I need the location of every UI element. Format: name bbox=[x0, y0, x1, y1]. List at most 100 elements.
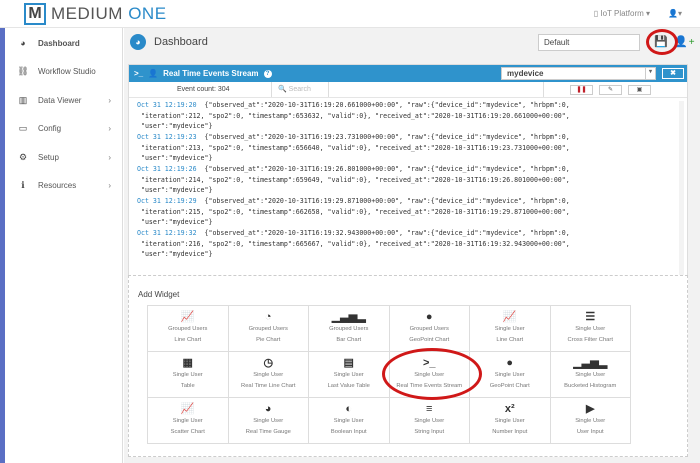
search-icon: 🔍 bbox=[278, 86, 287, 93]
widget-option-group: Single User bbox=[414, 418, 445, 424]
plus-icon: + bbox=[688, 37, 695, 48]
log-line: "user":"mydevice"} bbox=[137, 122, 213, 131]
log-entry: Oct 31 12:19:29 {"observed_at":"2020-10-… bbox=[137, 196, 677, 228]
widget-option-type: Line Chart bbox=[496, 337, 524, 343]
export-button[interactable]: ▣ bbox=[628, 85, 651, 95]
annotation-circle-widget bbox=[382, 348, 482, 400]
widget-option-single-user-cross-filter-chart[interactable]: ☰ Single User Cross Filter Chart bbox=[550, 306, 631, 352]
scrollbar[interactable] bbox=[679, 101, 684, 291]
user-menu[interactable]: 👤▾ bbox=[668, 9, 682, 18]
dashboard-select[interactable]: Default bbox=[538, 34, 640, 51]
close-widget-button[interactable]: ✖ bbox=[662, 68, 684, 79]
widget-option-grouped-users-geopoint-chart[interactable]: ● Grouped Users GeoPoint Chart bbox=[389, 306, 470, 352]
pause-button[interactable]: ❚❚ bbox=[570, 85, 593, 95]
project-icon: ▯ bbox=[593, 9, 601, 18]
log-entry: Oct 31 12:19:32 {"observed_at":"2020-10-… bbox=[137, 228, 677, 260]
clear-button[interactable]: ✎ bbox=[599, 85, 622, 95]
sidebar-item-label: Workflow Studio bbox=[38, 67, 96, 76]
sidebar-item-workflow-studio[interactable]: ⛓ Workflow Studio bbox=[5, 62, 123, 82]
tasks-icon: ☰ bbox=[585, 311, 596, 323]
brand-name-accent: ONE bbox=[128, 4, 167, 23]
line-chart-icon: 📈 bbox=[180, 403, 195, 415]
widget-option-type: User Input bbox=[576, 429, 604, 435]
widget-option-single-user-real-time-gauge[interactable]: ◕ Single User Real Time Gauge bbox=[228, 398, 309, 444]
bar-chart-icon: ▁▃▅▂ bbox=[573, 357, 608, 369]
superscript-icon: x² bbox=[504, 403, 515, 415]
sidebar-item-label: Resources bbox=[38, 181, 77, 190]
log-line: "iteration":216, "spo2":0, "timestamp":6… bbox=[137, 239, 570, 248]
widget-option-group: Grouped Users bbox=[329, 326, 369, 332]
log-line: "user":"mydevice"} bbox=[137, 186, 213, 195]
device-select[interactable]: mydevice ▾ bbox=[501, 67, 656, 80]
widget-option-grouped-users-line-chart[interactable]: 📈 Grouped Users Line Chart bbox=[148, 306, 229, 352]
widget-option-single-user-string-input[interactable]: ≡ Single User String Input bbox=[389, 398, 470, 444]
project-dropdown[interactable]: ▯ IoT Platform ▾ bbox=[593, 9, 651, 18]
log-timestamp: Oct 31 12:19:20 bbox=[137, 101, 197, 109]
widget-option-group: Single User bbox=[253, 372, 284, 378]
sidebar-item-config[interactable]: ▭ Config › bbox=[5, 119, 123, 139]
widget-option-type: String Input bbox=[414, 429, 445, 435]
info-icon: ℹ bbox=[21, 180, 25, 190]
widget-option-group: Single User bbox=[575, 326, 606, 332]
log-line: {"observed_at":"2020-10-31T16:19:29.8710… bbox=[204, 197, 570, 205]
event-log: Oct 31 12:19:20 {"observed_at":"2020-10-… bbox=[137, 100, 677, 288]
sitemap-icon: ⛓ bbox=[17, 66, 29, 76]
widget-option-single-user-bucketed-histogram[interactable]: ▁▃▅▂ Single User Bucketed Histogram bbox=[550, 352, 631, 398]
add-widget-title: Add Widget bbox=[138, 290, 180, 299]
sidebar-item-dashboard[interactable]: ◕ Dashboard bbox=[5, 33, 123, 53]
save-icon: ▣ bbox=[636, 87, 643, 93]
chevron-right-icon: › bbox=[108, 95, 111, 105]
globe-icon: ● bbox=[506, 357, 514, 369]
widget-option-single-user-geopoint-chart[interactable]: ● Single User GeoPoint Chart bbox=[470, 352, 551, 398]
widget-option-single-user-boolean-input[interactable]: ◐ Single User Boolean Input bbox=[309, 398, 390, 444]
widget-option-grouped-users-pie-chart[interactable]: ◔ Grouped Users Pie Chart bbox=[228, 306, 309, 352]
annotation-circle-save bbox=[646, 29, 678, 55]
widget-option-group: Single User bbox=[575, 372, 606, 378]
chevron-right-icon: › bbox=[108, 152, 111, 162]
gauge-icon: ◕ bbox=[264, 403, 272, 415]
widget-option-type: Scatter Chart bbox=[170, 429, 205, 435]
gears-icon: ⚙ bbox=[18, 151, 28, 162]
widget-option-type: Real Time Gauge bbox=[245, 429, 291, 435]
help-icon[interactable]: ? bbox=[263, 69, 272, 78]
table-icon: ▥ bbox=[18, 94, 28, 105]
chevron-right-icon: › bbox=[108, 124, 111, 133]
brand-name: MEDIUM bbox=[51, 4, 123, 23]
log-line: "user":"mydevice"} bbox=[137, 218, 213, 227]
widget-option-type: Line Chart bbox=[174, 337, 202, 343]
sidebar-item-resources[interactable]: ℹ Resources › bbox=[5, 176, 123, 196]
widget-option-group: Single User bbox=[333, 418, 364, 424]
widget-option-type: Last Value Table bbox=[327, 383, 370, 389]
dashboard-icon: ◕ bbox=[130, 34, 146, 50]
log-timestamp: Oct 31 12:19:23 bbox=[137, 133, 197, 141]
chevron-right-icon: › bbox=[108, 181, 111, 190]
widget-option-group: Single User bbox=[575, 418, 606, 424]
widget-option-group: Single User bbox=[494, 326, 525, 332]
log-entry: Oct 31 12:19:26 {"observed_at":"2020-10-… bbox=[137, 164, 677, 196]
eraser-icon: ✎ bbox=[607, 87, 614, 93]
logo[interactable]: M MEDIUM ONE bbox=[24, 3, 167, 25]
logo-mark: M bbox=[24, 3, 46, 25]
widget-option-grouped-users-bar-chart[interactable]: ▁▃▅▂ Grouped Users Bar Chart bbox=[309, 306, 390, 352]
widget-option-single-user-table[interactable]: ▦ Single User Table bbox=[148, 352, 229, 398]
sidebar-item-data-viewer[interactable]: ▥ Data Viewer › bbox=[5, 90, 123, 110]
globe-icon: ● bbox=[425, 311, 433, 323]
monitor-icon: ▭ bbox=[18, 123, 28, 133]
sidebar-item-label: Dashboard bbox=[38, 38, 80, 48]
widget-option-single-user-scatter-chart[interactable]: 📈 Single User Scatter Chart bbox=[148, 398, 229, 444]
pie-chart-icon: ◔ bbox=[264, 311, 272, 323]
widget-option-single-user-last-value-table[interactable]: ▤ Single User Last Value Table bbox=[309, 352, 390, 398]
widget-option-single-user-real-time-line-chart[interactable]: ◷ Single User Real Time Line Chart bbox=[228, 352, 309, 398]
user-icon: 👤 bbox=[148, 69, 159, 78]
sidebar-item-label: Setup bbox=[38, 152, 59, 162]
search-input[interactable]: 🔍 Search bbox=[271, 82, 329, 97]
widget-option-single-user-number-input[interactable]: x² Single User Number Input bbox=[470, 398, 551, 444]
list-alt-icon: ▤ bbox=[343, 357, 354, 369]
sidebar-item-setup[interactable]: ⚙ Setup › bbox=[5, 147, 123, 167]
widget-option-single-user-line-chart[interactable]: 📈 Single User Line Chart bbox=[470, 306, 551, 352]
log-line: {"observed_at":"2020-10-31T16:19:26.8010… bbox=[204, 165, 570, 173]
align-justify-icon: ≡ bbox=[426, 403, 433, 415]
user-icon: 👤 bbox=[668, 9, 678, 18]
widget-option-group: Grouped Users bbox=[248, 326, 288, 332]
widget-option-single-user-user-input[interactable]: ▶ Single User User Input bbox=[550, 398, 631, 444]
